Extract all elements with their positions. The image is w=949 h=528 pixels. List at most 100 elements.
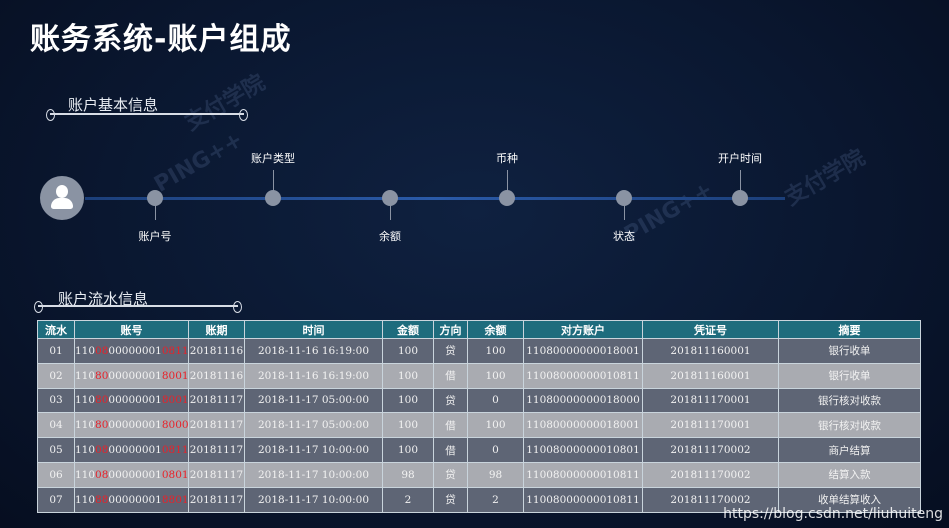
cell-period: 20181117 bbox=[188, 461, 245, 488]
cell-balance: 100 bbox=[467, 412, 524, 439]
cell-balance: 0 bbox=[467, 437, 524, 463]
timeline-connector bbox=[390, 198, 391, 220]
cell-account: 11088000000018801 bbox=[74, 486, 189, 513]
column-header: 账期 bbox=[188, 320, 245, 339]
cell-counter: 11008000000010811 bbox=[523, 486, 643, 513]
cell-memo: 银行收单 bbox=[778, 338, 921, 364]
cell-memo: 银行收单 bbox=[778, 362, 921, 389]
cell-dir: 贷 bbox=[433, 338, 468, 364]
cell-balance: 0 bbox=[467, 387, 524, 414]
timeline-connector bbox=[624, 198, 625, 220]
timeline-node bbox=[732, 190, 748, 206]
column-header: 对方账户 bbox=[523, 320, 643, 339]
timeline-connector bbox=[740, 170, 741, 198]
cell-amount: 100 bbox=[382, 437, 434, 463]
cell-amount: 100 bbox=[382, 412, 434, 439]
cell-counter: 11008000000010801 bbox=[523, 437, 643, 463]
cell-amount: 100 bbox=[382, 338, 434, 364]
cell-amount: 2 bbox=[382, 486, 434, 513]
cell-no: 04 bbox=[37, 412, 75, 439]
timeline-node bbox=[616, 190, 632, 206]
flow-section-title: 账户流水信息 bbox=[58, 290, 149, 308]
cell-counter: 11008000000010811 bbox=[523, 362, 643, 389]
column-header: 方向 bbox=[433, 320, 468, 339]
cell-dir: 贷 bbox=[433, 486, 468, 513]
cell-account: 11080000000018001 bbox=[74, 387, 189, 414]
cell-counter: 11080000000018001 bbox=[523, 412, 643, 439]
timeline-line bbox=[85, 197, 785, 200]
column-header: 流水 bbox=[37, 320, 75, 339]
cell-balance: 98 bbox=[467, 461, 524, 488]
cell-memo: 银行核对收款 bbox=[778, 412, 921, 439]
basic-section-title: 账户基本信息 bbox=[68, 96, 159, 114]
cell-memo: 收单结算收入 bbox=[778, 486, 921, 513]
table-row: 01 11008000000010811 20181116 2018-11-16 16… bbox=[37, 338, 921, 364]
cell-memo: 商户结算 bbox=[778, 437, 921, 463]
column-header: 金额 bbox=[382, 320, 434, 339]
cell-period: 20181117 bbox=[188, 437, 245, 463]
cell-voucher: 201811160001 bbox=[642, 338, 779, 364]
table-row: 06 11008000000010801 20181117 2018-11-17 10… bbox=[37, 461, 921, 488]
timeline-label: 开户时间 bbox=[718, 152, 762, 165]
cell-time: 2018-11-17 05:00:00 bbox=[244, 412, 383, 439]
timeline-node bbox=[147, 190, 163, 206]
cell-voucher: 201811170001 bbox=[642, 412, 779, 439]
page-title: 账务系统-账户组成 bbox=[30, 22, 292, 57]
cell-time: 2018-11-17 05:00:00 bbox=[244, 387, 383, 414]
cell-voucher: 201811170002 bbox=[642, 486, 779, 513]
cell-period: 20181117 bbox=[188, 486, 245, 513]
cell-account: 11080000000018001 bbox=[74, 362, 189, 389]
cell-no: 03 bbox=[37, 387, 75, 414]
timeline-node bbox=[382, 190, 398, 206]
cell-account: 11008000000010811 bbox=[74, 437, 189, 463]
cell-time: 2018-11-17 10:00:00 bbox=[244, 437, 383, 463]
cell-no: 05 bbox=[37, 437, 75, 463]
cell-counter: 11080000000018001 bbox=[523, 338, 643, 364]
cell-account: 11080000000018000 bbox=[74, 412, 189, 439]
timeline-label: 余额 bbox=[379, 230, 401, 243]
timeline-node bbox=[265, 190, 281, 206]
cell-amount: 98 bbox=[382, 461, 434, 488]
cell-dir: 贷 bbox=[433, 461, 468, 488]
cell-no: 02 bbox=[37, 362, 75, 389]
column-header: 余额 bbox=[467, 320, 524, 339]
cell-account: 11008000000010811 bbox=[74, 338, 189, 364]
cell-balance: 100 bbox=[467, 338, 524, 364]
timeline-connector bbox=[273, 170, 274, 198]
timeline-connector bbox=[507, 170, 508, 198]
flow-table: 流水 账号 账期 时间 金额 方向 余额 对方账户 凭证号 摘要 01 11008000000010… bbox=[37, 320, 921, 513]
timeline-label: 账户号 bbox=[138, 230, 172, 243]
cell-memo: 结算入款 bbox=[778, 461, 921, 488]
column-header: 时间 bbox=[244, 320, 383, 339]
cell-no: 06 bbox=[37, 461, 75, 488]
cell-balance: 100 bbox=[467, 362, 524, 389]
user-avatar-icon bbox=[40, 176, 84, 220]
cell-memo: 银行核对收款 bbox=[778, 387, 921, 414]
table-row: 05 11008000000010811 20181117 2018-11-17 10… bbox=[37, 437, 921, 463]
cell-time: 2018-11-17 10:00:00 bbox=[244, 486, 383, 513]
timeline-label: 币种 bbox=[496, 152, 518, 165]
cell-voucher: 201811160001 bbox=[642, 362, 779, 389]
cell-counter: 11080000000018000 bbox=[523, 387, 643, 414]
csdn-watermark: https://blog.csdn.net/liuhuiteng bbox=[723, 506, 943, 522]
brand-watermark: PING++ bbox=[150, 127, 248, 198]
cell-dir: 借 bbox=[433, 437, 468, 463]
cell-voucher: 201811170001 bbox=[642, 387, 779, 414]
table-row: 02 11080000000018001 20181116 2018-11-16 16… bbox=[37, 362, 921, 389]
cell-dir: 借 bbox=[433, 412, 468, 439]
cell-counter: 11008000000010811 bbox=[523, 461, 643, 488]
cell-balance: 2 bbox=[467, 486, 524, 513]
section-ornament-2 bbox=[34, 301, 242, 313]
cell-dir: 贷 bbox=[433, 387, 468, 414]
column-header: 凭证号 bbox=[642, 320, 779, 339]
cell-period: 20181117 bbox=[188, 412, 245, 439]
timeline-label: 账户类型 bbox=[251, 152, 295, 165]
column-header: 账号 bbox=[74, 320, 189, 339]
cell-time: 2018-11-16 16:19:00 bbox=[244, 362, 383, 389]
cell-period: 20181116 bbox=[188, 362, 245, 389]
table-row: 03 11080000000018001 20181117 2018-11-17 05… bbox=[37, 387, 921, 414]
cell-voucher: 201811170002 bbox=[642, 437, 779, 463]
timeline-connector bbox=[155, 198, 156, 220]
cell-time: 2018-11-17 10:00:00 bbox=[244, 461, 383, 488]
timeline-label: 状态 bbox=[613, 230, 635, 243]
